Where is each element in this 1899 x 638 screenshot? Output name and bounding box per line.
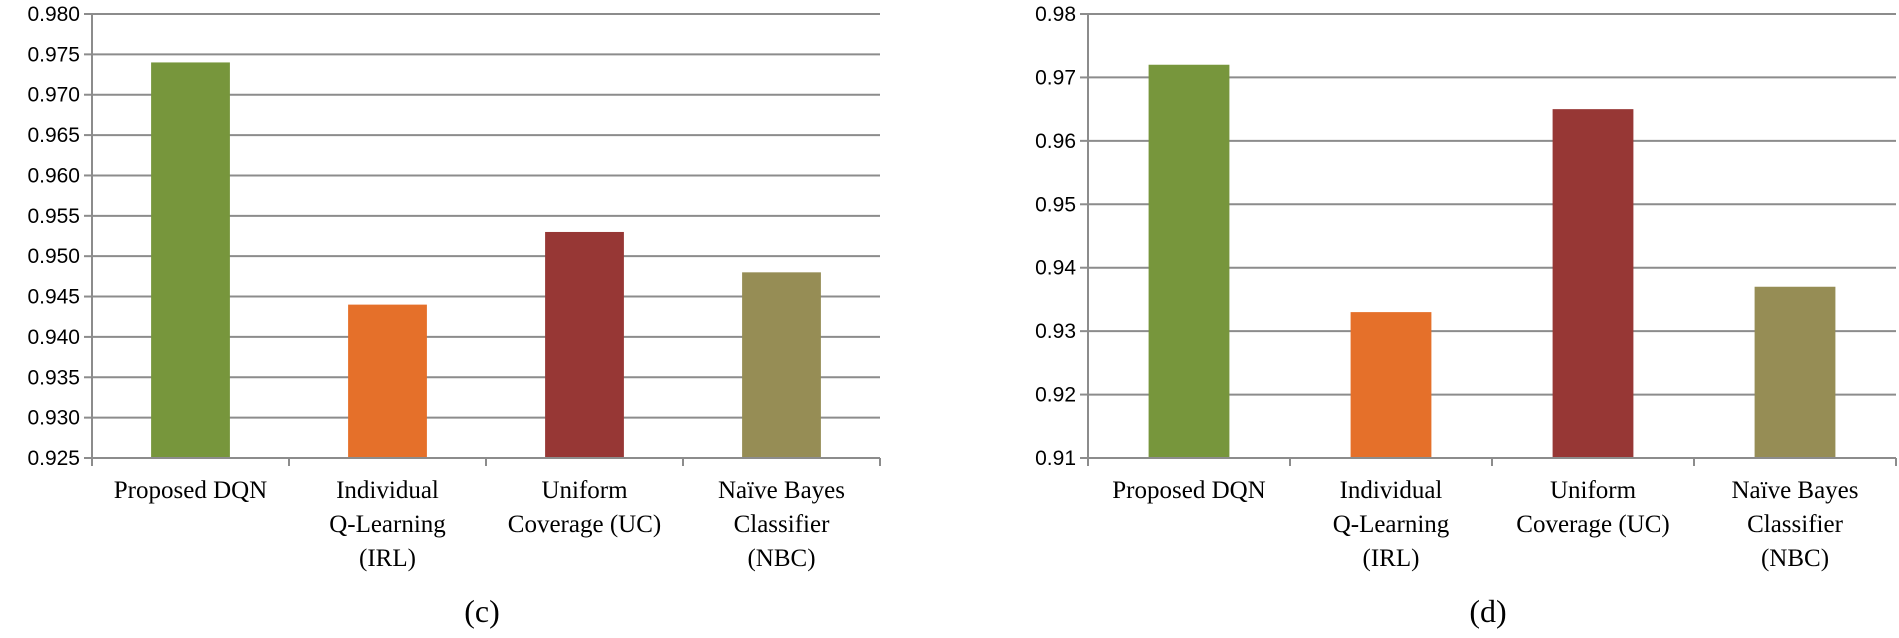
x-category-label-d-0: Proposed DQN	[1112, 477, 1265, 504]
bar-d-1	[1350, 312, 1432, 458]
x-category-label-d-2: Uniform Coverage (UC)	[1516, 477, 1669, 538]
y-tick-label-c-6: 0.955	[27, 205, 80, 228]
bar-c-2	[545, 231, 624, 458]
x-category-label-line: Uniform	[541, 477, 628, 504]
x-category-label-line: Individual	[336, 477, 439, 504]
x-category-label-line: Coverage (UC)	[508, 511, 661, 538]
y-tick-label-d-1: 0.92	[1035, 384, 1076, 407]
y-tick-label-c-7: 0.960	[27, 164, 80, 187]
x-category-label-line: Proposed DQN	[114, 477, 267, 504]
y-tick-label-c-1: 0.930	[27, 407, 80, 430]
x-category-label-line: (IRL)	[359, 545, 416, 572]
x-category-label-line: Individual	[1340, 477, 1443, 504]
y-tick-label-c-4: 0.945	[27, 286, 80, 309]
y-tick-label-d-3: 0.94	[1035, 257, 1076, 280]
x-category-label-line: (NBC)	[1761, 545, 1829, 572]
x-category-label-line: Q-Learning	[329, 511, 446, 538]
bar-c-3	[742, 272, 821, 458]
x-category-label-line: Naïve Bayes	[1731, 477, 1858, 504]
bar-d-3	[1754, 286, 1836, 458]
x-category-label-line: Q-Learning	[1333, 511, 1450, 538]
x-category-label-d-3: Naïve Bayes Classifier (NBC)	[1731, 477, 1858, 572]
x-category-label-line: Coverage (UC)	[1516, 511, 1669, 538]
x-category-label-line: Uniform	[1550, 477, 1637, 504]
x-category-label-c-1: Individual Q-Learning (IRL)	[329, 477, 446, 572]
x-category-label-d-1: Individual Q-Learning (IRL)	[1333, 477, 1450, 572]
y-tick-label-c-2: 0.935	[27, 366, 80, 389]
x-category-label-line: Classifier	[734, 511, 830, 538]
y-tick-label-c-11: 0.980	[27, 3, 80, 26]
panel-caption-d: (d)	[1469, 593, 1506, 629]
x-category-label-c-0: Proposed DQN	[114, 477, 267, 504]
x-category-label-c-3: Naïve Bayes Classifier (NBC)	[718, 477, 845, 572]
y-tick-label-c-8: 0.965	[27, 124, 80, 147]
y-tick-label-c-3: 0.940	[27, 326, 80, 349]
y-tick-label-d-0: 0.91	[1035, 447, 1076, 470]
y-tick-label-c-5: 0.950	[27, 245, 80, 268]
y-tick-label-c-0: 0.925	[27, 447, 80, 470]
x-category-label-line: Naïve Bayes	[718, 477, 845, 504]
bar-c-0	[151, 62, 230, 458]
x-category-label-line: (IRL)	[1363, 545, 1420, 572]
x-category-label-line: Proposed DQN	[1112, 477, 1265, 504]
x-category-label-line: (NBC)	[747, 545, 815, 572]
chart-d: 0.91 0.92 0.93 0.94 0.95 0.96 0.97 0.98 Proposed…	[1035, 3, 1897, 629]
bar-c-1	[348, 304, 427, 458]
y-tick-label-d-2: 0.93	[1035, 320, 1076, 343]
y-tick-label-c-10: 0.975	[27, 43, 80, 66]
bar-d-2	[1552, 109, 1634, 459]
y-tick-label-c-9: 0.970	[27, 84, 80, 107]
y-tick-label-d-5: 0.96	[1035, 130, 1076, 153]
x-category-label-line: Classifier	[1747, 511, 1843, 538]
bar-d-0	[1148, 64, 1230, 458]
y-tick-label-d-6: 0.97	[1035, 66, 1076, 89]
x-category-label-c-2: Uniform Coverage (UC)	[508, 477, 661, 538]
y-tick-label-d-4: 0.95	[1035, 193, 1076, 216]
chart-c: 0.925 0.930 0.935 0.940 0.945 0.950 0.955 0.960…	[27, 3, 881, 629]
y-tick-label-d-7: 0.98	[1035, 3, 1076, 26]
panel-caption-c: (c)	[464, 593, 500, 629]
